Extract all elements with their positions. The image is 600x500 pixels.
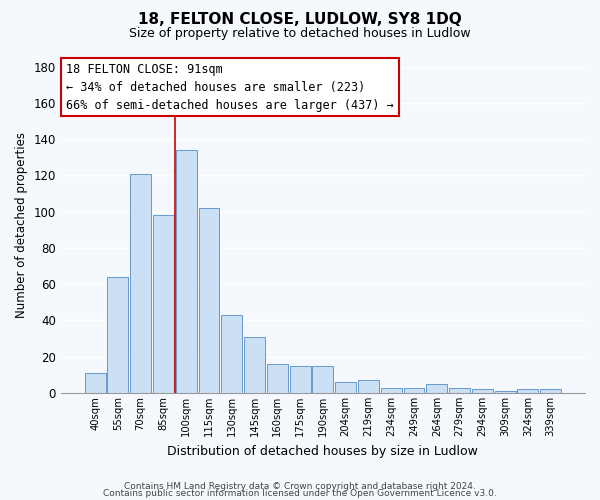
Text: 18 FELTON CLOSE: 91sqm
← 34% of detached houses are smaller (223)
66% of semi-de: 18 FELTON CLOSE: 91sqm ← 34% of detached… xyxy=(66,62,394,112)
Bar xyxy=(358,380,379,393)
Bar xyxy=(313,366,334,393)
Bar xyxy=(244,337,265,393)
Bar xyxy=(335,382,356,393)
Bar xyxy=(267,364,288,393)
Bar xyxy=(130,174,151,393)
Bar xyxy=(221,315,242,393)
Text: Size of property relative to detached houses in Ludlow: Size of property relative to detached ho… xyxy=(129,28,471,40)
Bar xyxy=(494,391,515,393)
Bar xyxy=(540,390,561,393)
Bar xyxy=(449,388,470,393)
Text: Contains public sector information licensed under the Open Government Licence v3: Contains public sector information licen… xyxy=(103,490,497,498)
Bar xyxy=(472,390,493,393)
Text: Contains HM Land Registry data © Crown copyright and database right 2024.: Contains HM Land Registry data © Crown c… xyxy=(124,482,476,491)
Bar xyxy=(290,366,311,393)
Bar xyxy=(176,150,197,393)
Text: 18, FELTON CLOSE, LUDLOW, SY8 1DQ: 18, FELTON CLOSE, LUDLOW, SY8 1DQ xyxy=(138,12,462,28)
X-axis label: Distribution of detached houses by size in Ludlow: Distribution of detached houses by size … xyxy=(167,444,478,458)
Bar xyxy=(199,208,220,393)
Y-axis label: Number of detached properties: Number of detached properties xyxy=(15,132,28,318)
Bar xyxy=(517,390,538,393)
Bar xyxy=(427,384,447,393)
Bar xyxy=(107,277,128,393)
Bar xyxy=(404,388,424,393)
Bar xyxy=(85,373,106,393)
Bar xyxy=(381,388,402,393)
Bar xyxy=(153,216,174,393)
